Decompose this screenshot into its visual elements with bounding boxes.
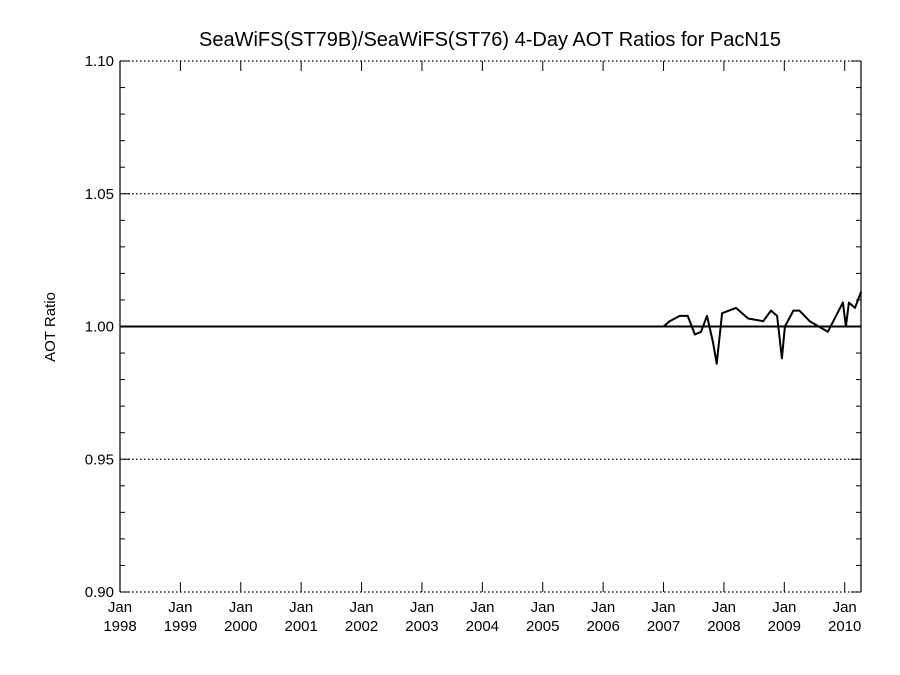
x-tick-label-9: Jan 2007	[647, 599, 680, 635]
series-0-point-17	[792, 309, 795, 312]
x-tick-label-line-9-0: Jan	[651, 599, 675, 616]
series-line-0	[662, 291, 862, 365]
series-0-point-22	[845, 325, 847, 328]
x-tick-label-6: Jan 2004	[466, 599, 499, 635]
y-tick-label-0: 0.90	[85, 584, 114, 601]
x-tick-label-line-6-1: 2004	[466, 618, 499, 635]
series-0-point-21	[841, 301, 844, 304]
x-tick-label-3: Jan 2001	[284, 599, 317, 635]
x-tick-label-line-4-1: 2002	[345, 618, 378, 635]
series-0-point-20	[826, 330, 829, 333]
x-tick-label-4: Jan 2002	[345, 599, 378, 635]
x-tick-label-line-4-0: Jan	[349, 599, 373, 616]
series-0-point-18	[798, 309, 801, 312]
plot-area: 0.90 0.95 1.00 1.05 1.10 Jan 1998 Jan 1999 Jan 200…	[85, 53, 862, 635]
y-tick-label-2: 1.00	[85, 319, 114, 336]
series-0-point-10	[735, 307, 737, 309]
series-0-point-11	[747, 317, 749, 320]
series-0-point-12	[762, 320, 765, 323]
x-tick-label-0: Jan 1998	[103, 599, 136, 635]
x-tick-label-line-3-0: Jan	[289, 599, 313, 616]
series-0-point-13	[770, 309, 772, 312]
x-tick-label-line-5-1: 2003	[405, 618, 438, 635]
x-tick-label-7: Jan 2005	[526, 599, 559, 635]
x-tick-label-line-7-0: Jan	[531, 599, 555, 616]
x-tick-label-2: Jan 2000	[224, 599, 257, 635]
x-tick-label-line-11-1: 2009	[768, 618, 801, 635]
series-0-point-9	[721, 312, 724, 315]
series-0-point-25	[860, 291, 862, 293]
x-tick-label-line-0-1: 1998	[103, 618, 136, 635]
series-0-point-2	[678, 314, 681, 317]
x-tick-label-line-3-1: 2001	[284, 618, 317, 635]
x-tick-label-line-8-1: 2006	[586, 618, 619, 635]
x-tick-label-8: Jan 2006	[586, 599, 619, 635]
x-tick-label-line-12-1: 2010	[828, 618, 861, 635]
y-axis-label: AOT Ratio	[42, 292, 59, 362]
series-0-point-16	[784, 325, 786, 328]
x-tick-label-line-2-0: Jan	[229, 599, 253, 616]
x-tick-label-line-12-0: Jan	[833, 599, 857, 616]
x-tick-label-1: Jan 1999	[164, 599, 197, 635]
series-0-point-0	[662, 325, 665, 328]
series-0-point-6	[706, 314, 708, 317]
series-0-point-3	[686, 314, 689, 317]
x-tick-label-line-6-0: Jan	[470, 599, 494, 616]
x-tick-label-11: Jan 2009	[768, 599, 801, 635]
series-0-point-1	[668, 320, 671, 323]
x-tick-label-line-2-1: 2000	[224, 618, 257, 635]
x-tick-label-line-5-0: Jan	[410, 599, 434, 616]
chart-title: SeaWiFS(ST79B)/SeaWiFS(ST76) 4-Day AOT R…	[199, 29, 781, 51]
y-tick-label-4: 1.10	[85, 53, 114, 70]
x-tick-label-line-1-1: 1999	[164, 618, 197, 635]
x-tick-label-line-11-0: Jan	[772, 599, 796, 616]
series-0-point-23	[848, 301, 850, 304]
x-tick-label-line-9-1: 2007	[647, 618, 680, 635]
x-tick-label-line-1-0: Jan	[168, 599, 192, 616]
x-tick-label-line-10-1: 2008	[707, 618, 740, 635]
x-tick-label-12: Jan 2010	[828, 599, 861, 635]
x-tick-label-5: Jan 2003	[405, 599, 438, 635]
series-0-point-19	[808, 320, 811, 323]
x-tick-label-line-8-0: Jan	[591, 599, 615, 616]
series-0-point-15	[780, 357, 783, 360]
x-tick-label-line-10-0: Jan	[712, 599, 736, 616]
series-0-point-14	[776, 314, 778, 317]
y-tick-label-3: 1.05	[85, 186, 114, 203]
series-0-point-8	[715, 362, 718, 365]
series-0-point-4	[694, 333, 696, 336]
series-0-point-24	[854, 307, 856, 309]
series-0-point-5	[700, 330, 702, 333]
y-tick-label-1: 0.95	[85, 451, 114, 468]
x-tick-label-line-0-0: Jan	[108, 599, 132, 616]
x-tick-label-line-7-1: 2005	[526, 618, 559, 635]
x-tick-label-10: Jan 2008	[707, 599, 740, 635]
series-0-point-7	[712, 341, 714, 344]
